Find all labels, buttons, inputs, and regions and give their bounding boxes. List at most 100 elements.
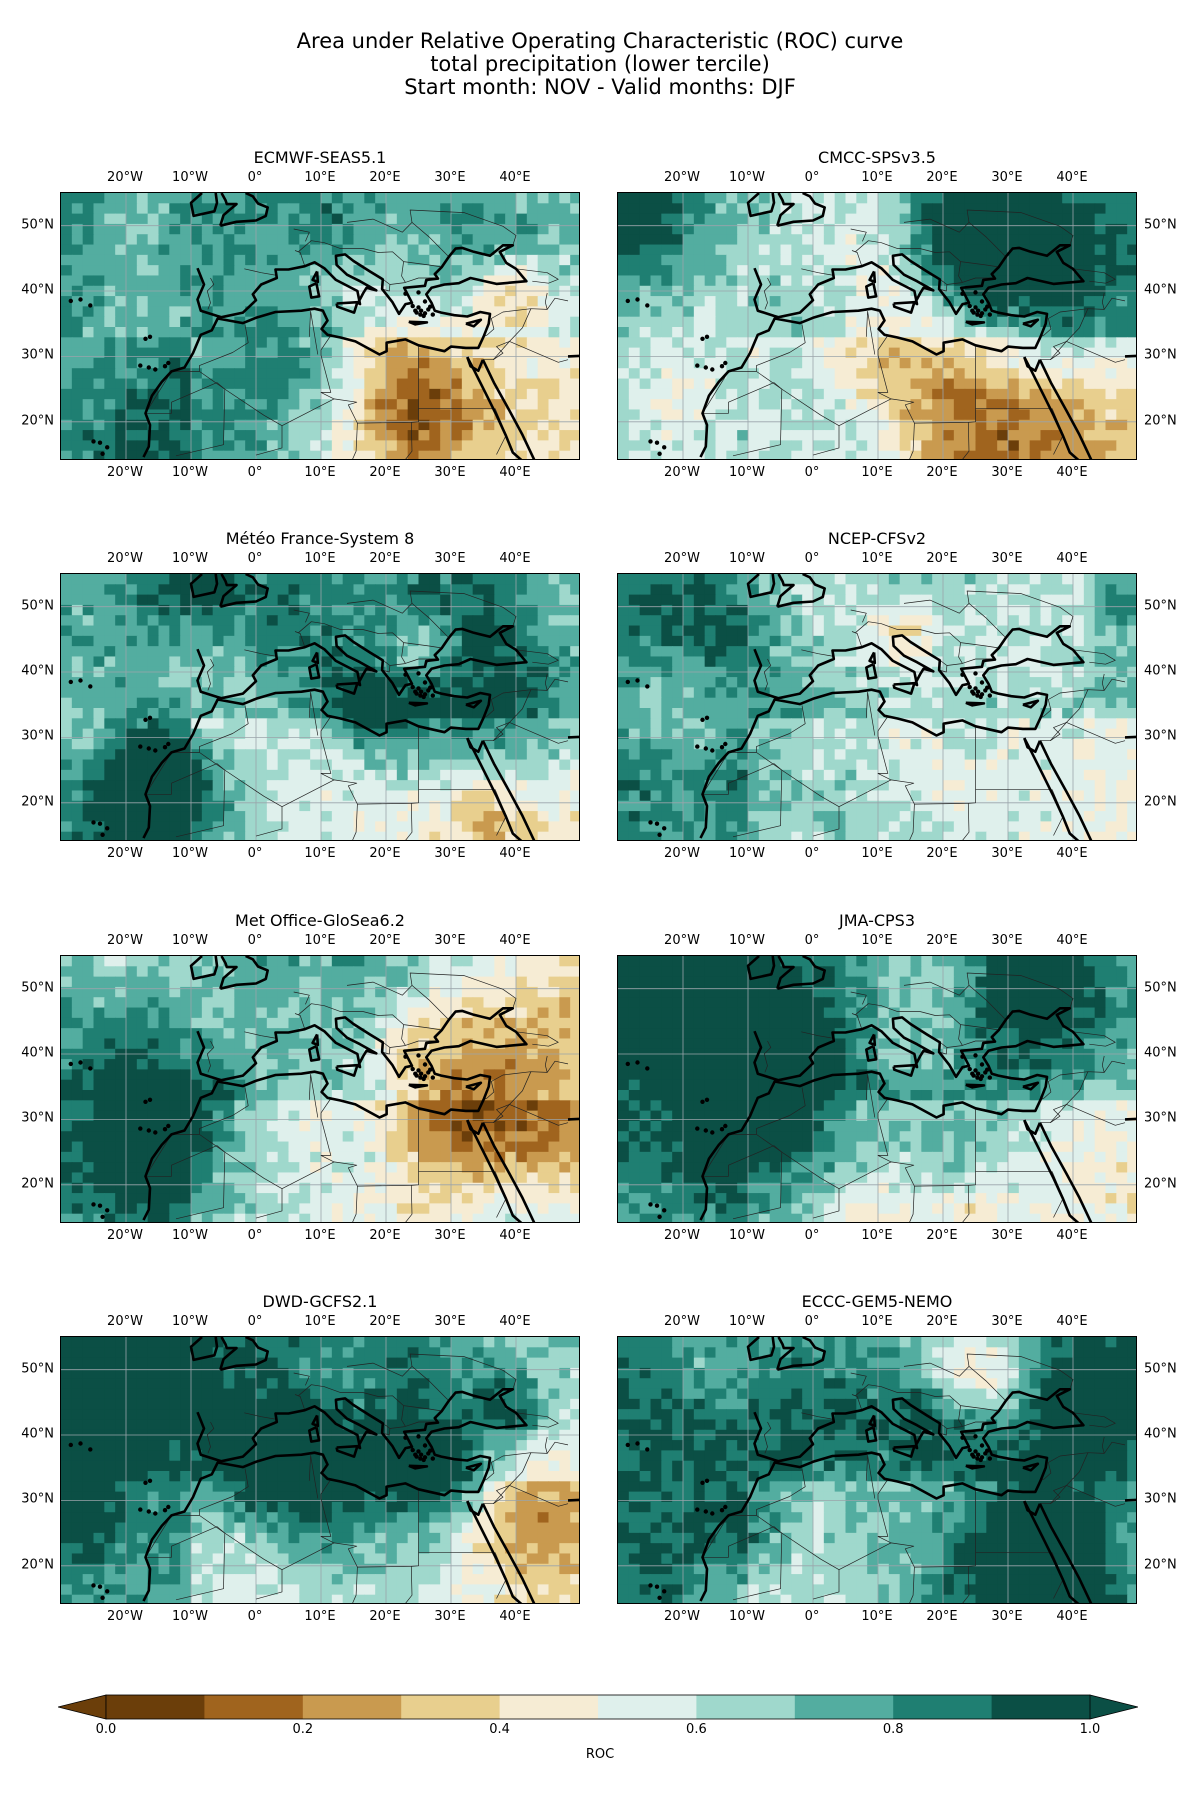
roc-cell <box>191 316 203 328</box>
roc-cell <box>758 419 771 431</box>
roc-cell <box>845 615 857 627</box>
roc-cell <box>1008 749 1020 761</box>
roc-cell <box>953 450 966 459</box>
roc-cell <box>93 368 105 380</box>
island <box>973 305 978 310</box>
roc-cell <box>537 615 550 627</box>
roc-cell <box>661 275 673 287</box>
roc-cell <box>212 234 225 246</box>
roc-cell <box>769 316 782 328</box>
roc-cell <box>672 697 684 709</box>
roc-cell <box>888 265 901 277</box>
roc-cell <box>1094 409 1107 421</box>
roc-cell <box>396 738 409 750</box>
roc-cell <box>147 254 160 266</box>
roc-cell <box>201 656 214 668</box>
roc-cell <box>921 718 933 730</box>
roc-cell <box>1062 337 1074 349</box>
roc-cell <box>288 615 300 627</box>
roc-cell <box>1127 357 1136 369</box>
roc-cell <box>758 368 771 380</box>
country-border <box>801 268 834 276</box>
roc-cell <box>1029 337 1042 349</box>
roc-cell <box>169 635 181 647</box>
island <box>100 451 105 456</box>
roc-cell <box>1094 718 1107 730</box>
roc-cell <box>212 677 225 688</box>
roc-cell <box>461 265 474 277</box>
roc-cell <box>715 604 727 616</box>
roc-cell <box>975 625 987 637</box>
roc-cell <box>353 409 365 421</box>
roc-cell <box>407 635 420 647</box>
roc-cell <box>472 759 485 771</box>
island <box>654 440 660 445</box>
roc-cell <box>288 759 300 771</box>
roc-cell <box>748 378 760 390</box>
roc-cell <box>943 450 955 459</box>
roc-cell <box>1073 738 1085 750</box>
roc-cell <box>516 697 528 709</box>
roc-cell <box>331 749 344 761</box>
roc-cell <box>802 337 814 349</box>
roc-cell <box>802 213 814 225</box>
roc-cell <box>82 357 95 369</box>
roc-cell <box>1116 728 1128 740</box>
roc-cell <box>737 265 749 277</box>
roc-cell <box>537 203 550 215</box>
roc-cell <box>310 677 322 688</box>
coastline <box>219 574 238 608</box>
roc-cell <box>867 759 879 771</box>
roc-cell <box>147 646 160 658</box>
roc-cell <box>986 697 998 709</box>
roc-cell <box>1029 759 1042 771</box>
roc-cell <box>245 780 257 792</box>
roc-cell <box>180 697 192 709</box>
roc-cell <box>93 769 105 781</box>
roc-cell <box>737 708 749 719</box>
roc-cell <box>758 244 771 256</box>
roc-cell <box>256 769 268 781</box>
roc-cell <box>223 697 235 709</box>
roc-cell <box>516 646 528 658</box>
roc-cell <box>559 440 571 452</box>
roc-cell <box>693 759 706 771</box>
roc-cell <box>234 677 246 688</box>
roc-cell <box>461 738 474 750</box>
roc-cell <box>516 399 528 411</box>
roc-cell <box>451 800 463 812</box>
roc-cell <box>310 728 322 740</box>
roc-cell <box>277 759 290 771</box>
lat-tick-label: 20°N <box>21 413 54 429</box>
roc-cell <box>1051 738 1063 750</box>
roc-cell <box>693 223 706 235</box>
roc-cell <box>375 450 387 459</box>
roc-cell <box>932 677 944 688</box>
roc-cell <box>1105 203 1117 215</box>
roc-cell <box>1029 419 1042 431</box>
roc-cell <box>570 615 579 627</box>
roc-cell <box>245 718 257 730</box>
roc-cell <box>726 687 738 699</box>
roc-cell <box>353 316 365 328</box>
roc-cell <box>526 347 539 359</box>
roc-cell <box>715 635 727 647</box>
roc-cell <box>899 213 912 225</box>
roc-cell <box>769 594 782 606</box>
roc-cell <box>1062 419 1074 431</box>
roc-cell <box>429 759 441 771</box>
roc-cell <box>628 574 641 585</box>
roc-cell <box>104 306 116 318</box>
roc-cell <box>1062 728 1074 740</box>
roc-cell <box>737 728 749 740</box>
roc-cell <box>61 677 73 688</box>
roc-cell <box>780 769 792 781</box>
roc-cell <box>1083 399 1096 411</box>
roc-cell <box>342 697 355 709</box>
roc-cell <box>407 223 420 235</box>
roc-cell <box>780 357 792 369</box>
roc-cell <box>115 368 127 380</box>
roc-cell <box>526 677 539 688</box>
roc-cell <box>1105 327 1117 338</box>
roc-cell <box>1127 327 1136 338</box>
